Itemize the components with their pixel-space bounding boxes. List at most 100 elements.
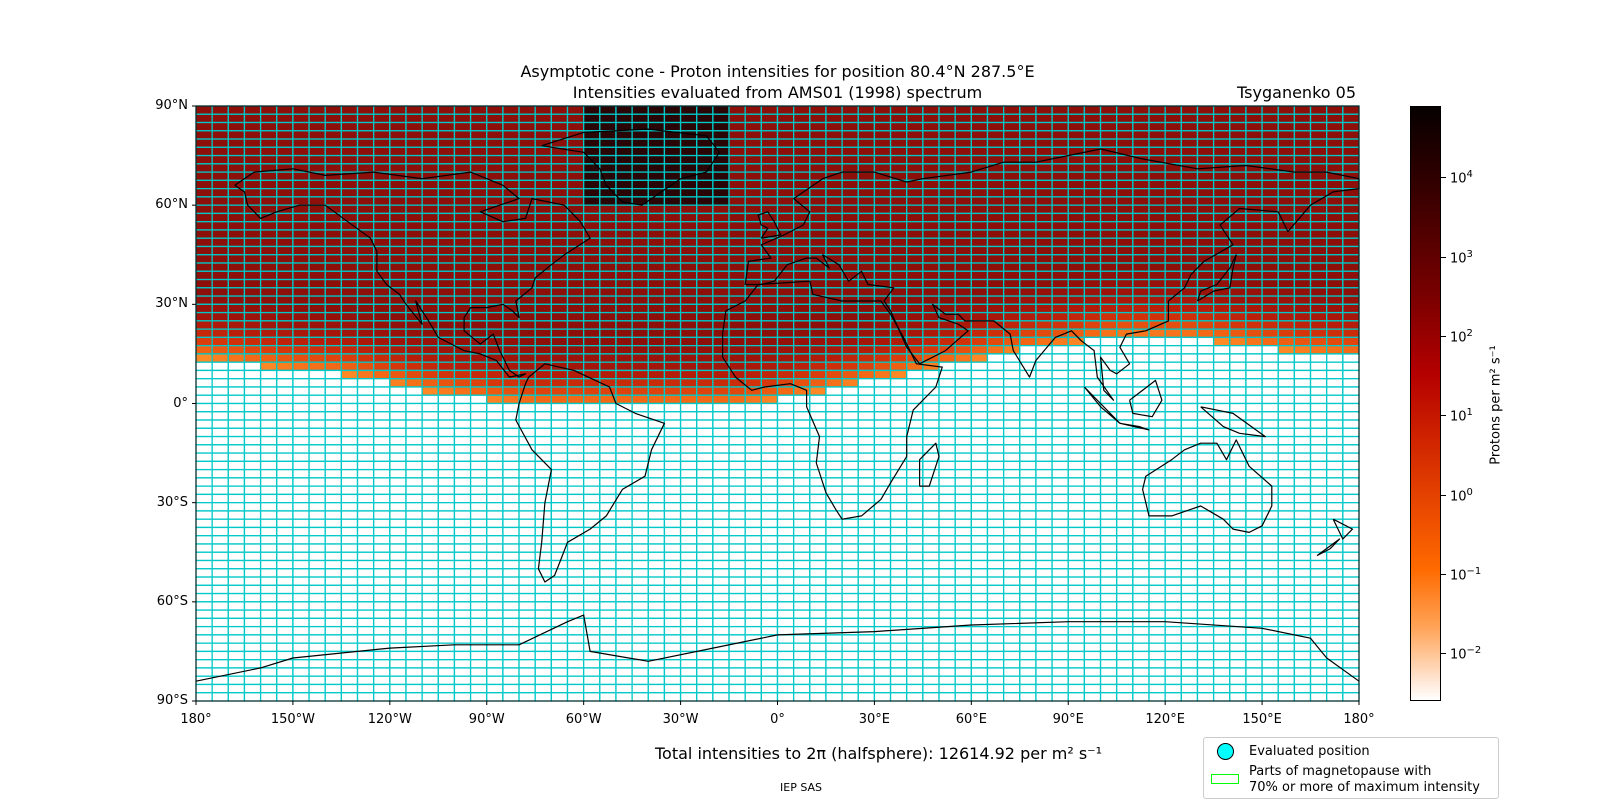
intensity-cell xyxy=(744,526,762,537)
intensity-cell xyxy=(615,559,633,570)
intensity-cell xyxy=(195,601,213,611)
intensity-cell xyxy=(954,427,972,438)
intensity-cell xyxy=(696,361,714,372)
intensity-cell xyxy=(1212,675,1231,686)
intensity-cell xyxy=(696,584,714,595)
intensity-cell xyxy=(809,345,827,355)
intensity-cell xyxy=(195,477,213,487)
intensity-cell xyxy=(922,369,940,380)
intensity-cell xyxy=(615,138,633,148)
intensity-cell xyxy=(647,642,666,653)
intensity-cell xyxy=(211,229,229,239)
intensity-cell xyxy=(599,609,617,620)
intensity-cell xyxy=(405,196,423,206)
intensity-cell xyxy=(599,477,617,487)
intensity-cell xyxy=(534,617,553,628)
intensity-cell xyxy=(1293,609,1312,620)
intensity-cell xyxy=(857,138,876,148)
intensity-cell xyxy=(922,130,940,140)
intensity-cell xyxy=(1293,435,1312,446)
intensity-cell xyxy=(1019,229,1037,239)
intensity-cell xyxy=(276,254,294,264)
intensity-cell xyxy=(324,559,343,570)
intensity-cell xyxy=(970,435,989,446)
intensity-cell xyxy=(356,609,375,620)
intensity-cell xyxy=(696,452,714,462)
intensity-cell xyxy=(776,468,795,479)
intensity-cell xyxy=(1035,444,1053,454)
intensity-cell xyxy=(1019,262,1037,272)
intensity-cell xyxy=(776,493,795,504)
intensity-cell xyxy=(469,692,488,702)
intensity-cell xyxy=(1196,130,1215,140)
intensity-cell xyxy=(873,642,892,653)
intensity-cell xyxy=(259,287,278,297)
intensity-cell xyxy=(825,493,843,504)
intensity-cell xyxy=(292,468,310,479)
intensity-cell xyxy=(356,502,375,512)
intensity-cell xyxy=(356,559,375,570)
intensity-cell xyxy=(324,675,343,686)
intensity-cell xyxy=(518,345,536,355)
intensity-cell xyxy=(373,237,391,248)
intensity-cell xyxy=(1245,435,1263,446)
intensity-cell xyxy=(566,435,585,446)
intensity-cell xyxy=(776,609,795,620)
intensity-cell xyxy=(486,510,504,520)
intensity-cell xyxy=(889,196,908,206)
intensity-cell xyxy=(421,435,439,446)
intensity-cell xyxy=(1212,378,1231,388)
intensity-cell xyxy=(1051,460,1069,471)
intensity-cell xyxy=(1132,485,1150,496)
intensity-cell xyxy=(1051,386,1069,396)
intensity-cell xyxy=(970,634,989,644)
intensity-cell xyxy=(679,675,698,686)
intensity-cell xyxy=(1261,692,1279,702)
intensity-cell xyxy=(356,138,375,148)
intensity-cell xyxy=(211,576,229,586)
intensity-cell xyxy=(1148,229,1166,239)
intensity-cell xyxy=(1309,278,1328,289)
intensity-cell xyxy=(663,345,682,355)
intensity-cell xyxy=(1051,287,1069,297)
intensity-cell xyxy=(340,625,359,636)
intensity-cell xyxy=(599,113,617,124)
intensity-cell xyxy=(938,204,956,215)
intensity-cell xyxy=(1132,237,1150,248)
intensity-cell xyxy=(857,592,876,603)
intensity-cell xyxy=(599,625,617,636)
intensity-cell xyxy=(534,336,553,347)
intensity-cell xyxy=(599,328,617,339)
intensity-cell xyxy=(356,634,375,644)
intensity-cell xyxy=(389,427,407,438)
intensity-cell xyxy=(776,245,795,256)
intensity-cell xyxy=(373,320,391,330)
intensity-cell xyxy=(340,477,359,487)
intensity-cell xyxy=(760,592,779,603)
intensity-cell xyxy=(308,419,326,429)
intensity-cell xyxy=(954,130,972,140)
intensity-cell xyxy=(679,229,698,239)
intensity-cell xyxy=(405,535,423,545)
intensity-cell xyxy=(1196,493,1215,504)
intensity-cell xyxy=(1067,435,1086,446)
intensity-cell xyxy=(938,568,956,578)
intensity-cell xyxy=(1212,204,1231,215)
intensity-cell xyxy=(906,154,924,165)
intensity-cell xyxy=(1116,435,1134,446)
intensity-cell xyxy=(583,245,601,256)
intensity-cell xyxy=(744,237,762,248)
intensity-cell xyxy=(583,378,601,388)
intensity-cell xyxy=(986,427,1005,438)
intensity-cell xyxy=(1099,245,1118,256)
intensity-cell xyxy=(373,336,391,347)
intensity-cell xyxy=(825,617,843,628)
intensity-cell xyxy=(486,650,504,661)
intensity-cell xyxy=(324,518,343,529)
intensity-cell xyxy=(986,130,1005,140)
intensity-cell xyxy=(1148,692,1166,702)
intensity-cell xyxy=(873,113,892,124)
intensity-cell xyxy=(550,402,569,413)
intensity-cell xyxy=(776,535,795,545)
intensity-cell xyxy=(195,617,213,628)
